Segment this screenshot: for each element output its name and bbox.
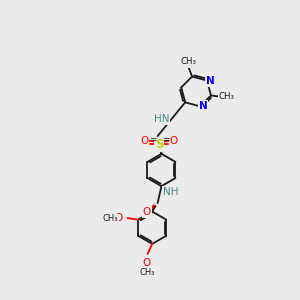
Text: CH₃: CH₃ bbox=[218, 92, 234, 101]
Text: CH₃: CH₃ bbox=[180, 57, 196, 66]
Text: O: O bbox=[169, 136, 178, 146]
Text: O: O bbox=[114, 213, 122, 223]
Text: HN: HN bbox=[154, 114, 169, 124]
Text: N: N bbox=[199, 101, 208, 111]
Text: S: S bbox=[155, 138, 164, 151]
Text: CH₃: CH₃ bbox=[140, 268, 155, 277]
Text: =: = bbox=[149, 135, 157, 144]
Text: O: O bbox=[140, 136, 148, 146]
Text: CH₃: CH₃ bbox=[103, 214, 118, 224]
Text: =: = bbox=[162, 135, 169, 144]
Text: N: N bbox=[206, 76, 214, 86]
Text: NH: NH bbox=[163, 187, 178, 197]
Text: CH₃: CH₃ bbox=[180, 58, 196, 67]
Text: O: O bbox=[143, 258, 151, 268]
Text: O: O bbox=[143, 207, 151, 217]
